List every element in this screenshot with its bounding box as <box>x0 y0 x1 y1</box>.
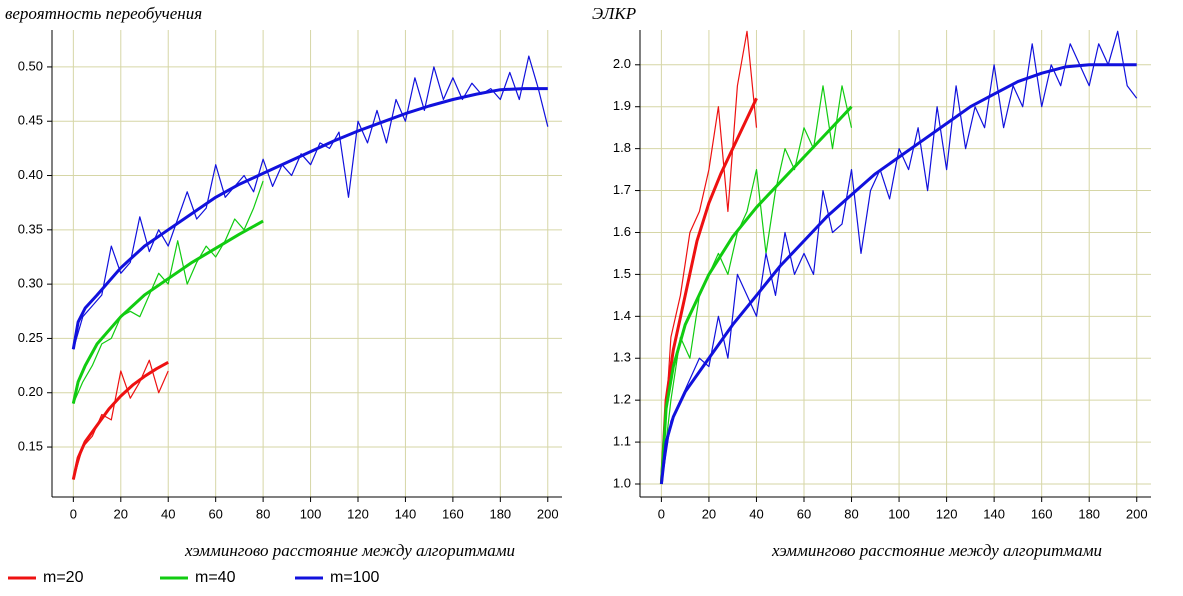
x-tick-label: 160 <box>442 506 464 521</box>
smooth-line <box>659 63 1137 485</box>
y-tick-label: 1.3 <box>613 350 631 365</box>
y-tick-label: 0.30 <box>18 276 43 291</box>
x-tick-label: 40 <box>161 506 175 521</box>
x-axis-label: хэммингово расстояние между алгоритмами <box>184 541 515 560</box>
smooth-line <box>71 87 548 350</box>
x-tick-label: 100 <box>300 506 322 521</box>
noisy-line <box>72 55 549 350</box>
y-tick-label: 0.15 <box>18 438 43 453</box>
x-tick-label: 180 <box>489 506 511 521</box>
noisy-line <box>660 30 1138 485</box>
x-tick-label: 160 <box>1031 506 1053 521</box>
y-tick-label: 1.6 <box>613 224 631 239</box>
series <box>659 30 758 485</box>
series <box>71 359 169 480</box>
y-tick-label: 1.2 <box>613 392 631 407</box>
smooth-line <box>71 219 264 404</box>
y-tick-label: 0.25 <box>18 330 43 345</box>
x-tick-label: 140 <box>395 506 417 521</box>
series <box>659 85 853 485</box>
y-tick-label: 2.0 <box>613 56 631 71</box>
noisy-line <box>660 85 853 485</box>
y-tick-label: 0.20 <box>18 384 43 399</box>
smooth-line <box>659 105 853 485</box>
series <box>659 30 1138 485</box>
y-tick-label: 0.40 <box>18 167 43 182</box>
x-tick-label: 200 <box>1126 506 1148 521</box>
noisy-line <box>660 30 758 485</box>
x-tick-label: 0 <box>70 506 77 521</box>
series <box>71 55 549 350</box>
x-tick-label: 40 <box>749 506 763 521</box>
y-tick-label: 0.35 <box>18 221 43 236</box>
y-tick-label: 1.7 <box>613 182 631 197</box>
x-tick-label: 100 <box>888 506 910 521</box>
x-tick-label: 180 <box>1078 506 1100 521</box>
x-axis-label: хэммингово расстояние между алгоритмами <box>771 541 1102 560</box>
y-tick-label: 0.50 <box>18 58 43 73</box>
legend-label: m=20 <box>43 569 84 586</box>
x-tick-label: 120 <box>936 506 958 521</box>
legend-label: m=100 <box>330 569 379 586</box>
x-tick-label: 20 <box>114 506 128 521</box>
smooth-line <box>659 97 758 485</box>
y-tick-label: 1.4 <box>613 308 631 323</box>
y-tick-label: 1.8 <box>613 140 631 155</box>
y-tick-label: 1.5 <box>613 266 631 281</box>
y-tick-label: 1.1 <box>613 434 631 449</box>
smooth-line <box>71 360 169 480</box>
x-tick-label: 80 <box>256 506 270 521</box>
x-tick-label: 120 <box>347 506 369 521</box>
x-tick-label: 200 <box>537 506 559 521</box>
x-tick-label: 140 <box>983 506 1005 521</box>
y-tick-label: 1.9 <box>613 98 631 113</box>
series <box>71 180 264 404</box>
x-tick-label: 0 <box>658 506 665 521</box>
y-tick-label: 0.45 <box>18 113 43 128</box>
chart-title: вероятность переобучения <box>5 4 202 23</box>
x-tick-label: 60 <box>208 506 222 521</box>
x-tick-label: 20 <box>702 506 716 521</box>
y-tick-label: 1.0 <box>613 475 631 490</box>
legend-label: m=40 <box>195 569 236 586</box>
x-tick-label: 80 <box>844 506 858 521</box>
x-tick-label: 60 <box>797 506 811 521</box>
noisy-line <box>72 180 264 404</box>
chart-title: ЭЛКР <box>592 4 636 23</box>
